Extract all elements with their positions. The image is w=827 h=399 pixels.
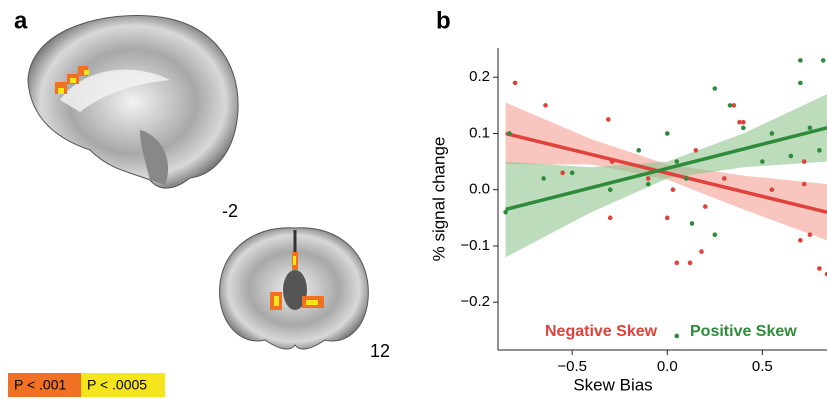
data-point — [699, 249, 704, 254]
data-point — [608, 187, 613, 192]
data-point — [671, 187, 676, 192]
data-point — [798, 81, 803, 86]
data-point — [646, 182, 651, 187]
sagittal-slice — [28, 16, 238, 189]
slice-label: -2 — [222, 201, 238, 221]
data-point — [608, 216, 613, 221]
data-point — [693, 148, 698, 153]
y-tick-label: 0.0 — [469, 181, 490, 198]
data-point — [543, 103, 548, 108]
legend-label: Negative Skew — [545, 323, 658, 340]
data-point — [674, 159, 679, 164]
y-tick-label: 0.2 — [469, 68, 490, 85]
data-point — [798, 58, 803, 63]
y-tick-label: −0.2 — [460, 293, 490, 310]
data-point — [513, 81, 518, 86]
confidence-band — [506, 94, 827, 257]
figure: a -2 12 P < .001 P < .0005 b Skew Bias %… — [0, 0, 827, 399]
data-point — [712, 86, 717, 91]
data-point — [821, 58, 826, 63]
data-point — [802, 159, 807, 164]
data-point — [722, 176, 727, 181]
data-point — [789, 154, 794, 159]
data-point — [817, 148, 822, 153]
data-point — [808, 126, 813, 131]
data-point — [541, 176, 546, 181]
data-point — [770, 187, 775, 192]
panel-label: a — [14, 7, 28, 34]
data-point — [688, 261, 693, 266]
data-point — [684, 176, 689, 181]
coronal-slice — [220, 228, 369, 349]
data-point — [636, 148, 641, 153]
data-point — [560, 171, 565, 176]
legend-label: Positive Skew — [690, 323, 797, 340]
data-point — [690, 221, 695, 226]
y-tick-label: −0.1 — [460, 237, 490, 254]
data-point — [646, 176, 651, 181]
data-point — [741, 126, 746, 131]
data-point — [770, 131, 775, 136]
data-point — [674, 334, 679, 339]
data-point — [665, 131, 670, 136]
data-point — [808, 232, 813, 237]
data-point — [712, 232, 717, 237]
legend-label: P < .0005 — [87, 377, 147, 393]
y-axis-label: % signal change — [429, 137, 448, 262]
data-point — [703, 204, 708, 209]
panel-label: b — [436, 7, 451, 34]
data-point — [606, 117, 611, 122]
y-tick-label: 0.1 — [469, 124, 490, 141]
data-point — [741, 120, 746, 125]
x-tick-label: 0.0 — [657, 358, 678, 375]
data-point — [798, 238, 803, 243]
x-axis-label: Skew Bias — [573, 375, 652, 394]
data-point — [665, 216, 670, 221]
data-point — [674, 261, 679, 266]
data-point — [817, 266, 822, 271]
data-point — [760, 159, 765, 164]
x-tick-label: 0.5 — [752, 358, 773, 375]
data-point — [570, 171, 575, 176]
data-point — [507, 131, 512, 136]
data-point — [728, 103, 733, 108]
data-point — [802, 182, 807, 187]
x-tick-label: −0.5 — [557, 358, 587, 375]
slice-label: 12 — [370, 341, 390, 361]
legend-label: P < .001 — [14, 377, 67, 393]
